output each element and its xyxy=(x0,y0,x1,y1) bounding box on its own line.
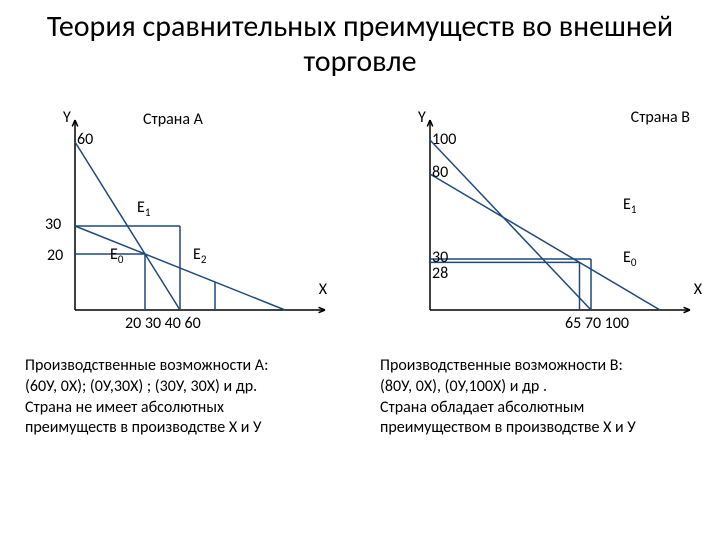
x-axis-label-a: X xyxy=(319,282,327,298)
x-axis-label-b: X xyxy=(694,282,702,298)
ytick-a-30: 30 xyxy=(45,217,61,233)
xticks-a: 20 30 40 60 xyxy=(125,316,201,332)
label-e1-a: E1 xyxy=(137,200,150,218)
caption-b: Производственные возможности В: (80У, 0Х… xyxy=(380,356,720,439)
ytick-a-20: 20 xyxy=(47,248,63,264)
label-e1-b: E1 xyxy=(623,197,636,215)
panel-a: Y Страна А 60 30 20 E1 E0 E2 X 20 30 40 … xyxy=(25,110,365,439)
y-axis-label-b: Y xyxy=(418,110,426,126)
ytick-b-28: 28 xyxy=(432,266,448,282)
chart-b-title: Страна В xyxy=(631,110,690,126)
ytick-a-60: 60 xyxy=(77,132,93,148)
xticks-b: 65 70 100 xyxy=(565,316,629,332)
slide-title: Теория сравнительных преимуществ во внеш… xyxy=(0,10,720,79)
slide-body: Y Страна А 60 30 20 E1 E0 E2 X 20 30 40 … xyxy=(0,110,720,530)
ytick-b-100: 100 xyxy=(432,132,456,148)
chart-b: Y Страна В 100 80 30 28 E1 E0 X 65 70 10… xyxy=(380,110,710,350)
caption-a: Производственные возможности А: (60У, 0Х… xyxy=(25,356,365,439)
label-e2-a: E2 xyxy=(193,247,206,265)
chart-a-title: Страна А xyxy=(143,112,203,128)
label-e0-a: E0 xyxy=(110,247,123,265)
label-e0-b: E0 xyxy=(623,250,636,268)
panel-b: Y Страна В 100 80 30 28 E1 E0 X 65 70 10… xyxy=(380,110,720,439)
y-axis-label-a: Y xyxy=(63,110,71,126)
chart-a: Y Страна А 60 30 20 E1 E0 E2 X 20 30 40 … xyxy=(25,110,355,350)
ytick-b-80: 80 xyxy=(432,165,448,181)
